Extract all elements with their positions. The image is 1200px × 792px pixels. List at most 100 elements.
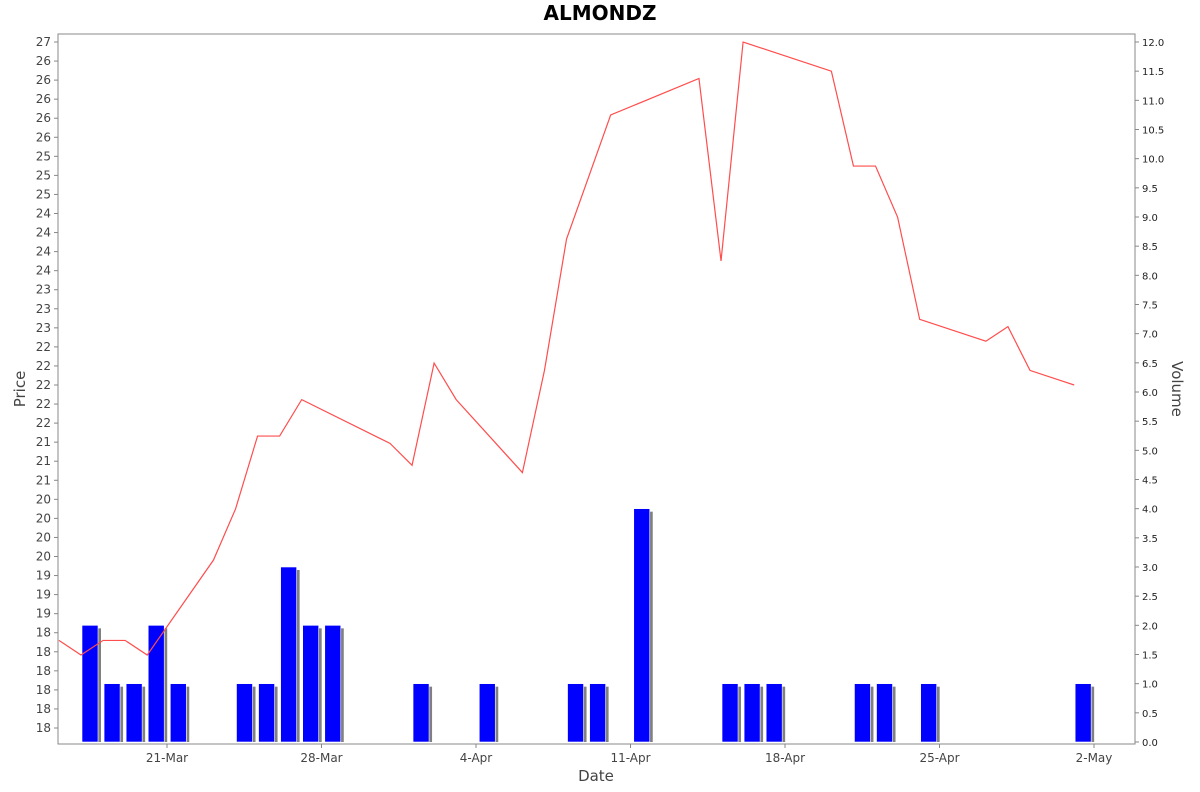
left-tick-label: 22: [36, 340, 51, 354]
volume-bar: [567, 683, 584, 743]
left-tick-label: 19: [36, 569, 51, 583]
right-tick-label: 8.5: [1142, 242, 1158, 253]
volume-bar: [589, 683, 606, 743]
left-tick-label: 25: [36, 149, 51, 163]
left-tick-label: 25: [36, 187, 51, 201]
left-tick-label: 24: [36, 226, 51, 240]
left-tick-label: 21: [36, 454, 51, 468]
chart-title: ALMONDZ: [543, 1, 657, 25]
right-tick-label: 12.0: [1142, 38, 1164, 49]
left-tick-label: 24: [36, 207, 51, 221]
volume-bar: [1074, 683, 1092, 743]
left-tick-label: 21: [36, 435, 51, 449]
right-axis-label: Volume: [1168, 361, 1186, 417]
x-tick-label: 25-Apr: [919, 751, 959, 765]
left-tick-label: 27: [36, 35, 51, 49]
left-tick-label: 23: [36, 321, 51, 335]
x-axis-ticks: 21-Mar 28-Mar 4-Apr 11-Apr 18-Apr 25-Apr 2-May: [146, 744, 1113, 765]
left-tick-label: 25: [36, 168, 51, 182]
volume-bar: [765, 683, 783, 743]
price-line: [58, 41, 1075, 656]
volume-bar: [302, 625, 320, 743]
right-tick-label: 10.5: [1142, 126, 1164, 137]
left-tick-label: 18: [36, 664, 51, 678]
right-tick-label: 7.0: [1142, 330, 1158, 341]
volume-bar: [743, 683, 761, 743]
right-tick-label: 0.0: [1142, 738, 1158, 749]
right-tick-label: 0.5: [1142, 709, 1158, 720]
right-tick-label: 9.5: [1142, 184, 1158, 195]
volume-bar: [125, 683, 143, 743]
left-tick-label: 18: [36, 683, 51, 697]
left-tick-label: 22: [36, 397, 51, 411]
left-tick-label: 26: [36, 130, 51, 144]
x-tick-label: 21-Mar: [146, 751, 188, 765]
left-tick-label: 19: [36, 607, 51, 621]
x-tick-label: 11-Apr: [610, 751, 650, 765]
left-tick-label: 20: [36, 530, 51, 544]
left-tick-label: 24: [36, 245, 51, 259]
left-axis-ticks: 18 18 18 18 18 18 19 19 19 20 20 20 20 21 21 21 22 22 22 22…: [36, 35, 58, 735]
x-tick-label: 4-Apr: [460, 751, 493, 765]
right-tick-label: 4.5: [1142, 476, 1158, 487]
right-axis-ticks: 0.0 0.5 1.0 1.5 2.0 2.5 3.0 3.5 4.0 4.5 5.0 5.5 6.0 6…: [1135, 38, 1164, 749]
volume-bar: [147, 625, 165, 743]
left-tick-label: 19: [36, 588, 51, 602]
left-tick-label: 22: [36, 416, 51, 430]
right-tick-label: 5.5: [1142, 417, 1158, 428]
x-tick-label: 28-Mar: [300, 751, 342, 765]
left-tick-label: 20: [36, 511, 51, 525]
left-tick-label: 23: [36, 302, 51, 316]
left-tick-label: 26: [36, 111, 51, 125]
right-tick-label: 11.5: [1142, 67, 1164, 78]
volume-bar: [478, 683, 496, 743]
x-axis-label: Date: [578, 767, 614, 785]
right-tick-label: 9.0: [1142, 213, 1158, 224]
left-axis-label: Price: [11, 371, 29, 408]
volume-bar: [412, 683, 430, 743]
right-tick-label: 1.0: [1142, 680, 1158, 691]
right-tick-label: 10.0: [1142, 155, 1164, 166]
left-tick-label: 18: [36, 721, 51, 735]
volume-bar: [324, 625, 342, 743]
right-tick-label: 7.5: [1142, 301, 1158, 312]
right-tick-label: 4.0: [1142, 505, 1158, 516]
volume-bar: [103, 683, 121, 743]
volume-bars: [81, 508, 1095, 743]
volume-bar: [258, 683, 275, 743]
right-tick-label: 1.5: [1142, 651, 1158, 662]
volume-bar: [721, 683, 739, 743]
left-tick-label: 21: [36, 473, 51, 487]
left-tick-label: 26: [36, 73, 51, 87]
right-tick-label: 5.0: [1142, 446, 1158, 457]
left-tick-label: 26: [36, 54, 51, 68]
left-tick-label: 18: [36, 626, 51, 640]
left-tick-label: 26: [36, 92, 51, 106]
right-tick-label: 3.5: [1142, 534, 1158, 545]
x-tick-label: 2-May: [1076, 751, 1113, 765]
volume-bar: [920, 683, 937, 743]
right-tick-label: 2.5: [1142, 592, 1158, 603]
x-tick-label: 18-Apr: [765, 751, 805, 765]
volume-bar: [169, 683, 187, 743]
left-tick-label: 24: [36, 264, 51, 278]
right-tick-label: 2.0: [1142, 621, 1158, 632]
left-tick-label: 23: [36, 283, 51, 297]
right-tick-label: 8.0: [1142, 271, 1158, 282]
right-tick-label: 3.0: [1142, 563, 1158, 574]
left-tick-label: 20: [36, 492, 51, 506]
volume-bar: [280, 566, 297, 743]
volume-bar: [854, 683, 871, 743]
volume-bar: [633, 508, 651, 743]
price-series-line: [58, 41, 1075, 656]
left-tick-label: 18: [36, 702, 51, 716]
left-tick-label: 22: [36, 359, 51, 373]
plot-area: [57, 33, 1136, 745]
right-tick-label: 6.0: [1142, 388, 1158, 399]
volume-bar: [876, 683, 893, 743]
right-tick-label: 11.0: [1142, 96, 1164, 107]
left-tick-label: 22: [36, 378, 51, 392]
volume-bar: [81, 625, 99, 743]
left-tick-label: 20: [36, 550, 51, 564]
